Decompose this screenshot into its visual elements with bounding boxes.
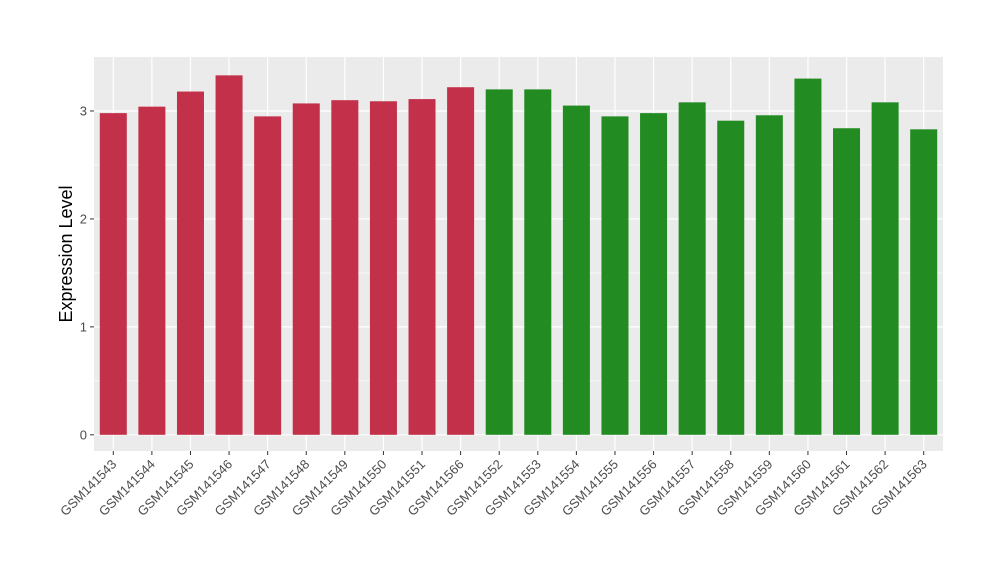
bar-GSM141550 [369, 101, 397, 435]
x-axis: GSM141543GSM141544GSM141545GSM141546GSM1… [57, 451, 930, 519]
bar-GSM141561 [833, 128, 861, 435]
bar-GSM141559 [755, 115, 783, 435]
bar-GSM141543 [99, 113, 127, 435]
y-axis: 0 1 2 3 [80, 103, 94, 442]
bar-GSM141563 [910, 129, 938, 435]
bar-GSM141549 [331, 100, 359, 435]
bar-GSM141553 [524, 89, 552, 435]
y-tick-label: 1 [80, 319, 87, 334]
bars [99, 75, 938, 435]
bar-GSM141566 [447, 87, 475, 435]
y-tick-label: 3 [80, 103, 87, 118]
bar-GSM141544 [138, 106, 166, 435]
y-tick-label: 2 [80, 211, 87, 226]
bar-GSM141562 [871, 102, 899, 435]
bar-GSM141560 [794, 78, 822, 435]
bar-GSM141555 [601, 116, 629, 435]
y-axis-title: Expression Level [56, 185, 76, 322]
bar-GSM141545 [176, 91, 204, 435]
y-tick-label: 0 [80, 427, 87, 442]
bar-GSM141548 [292, 103, 320, 435]
bar-GSM141552 [485, 89, 513, 435]
bar-GSM141557 [678, 102, 706, 435]
bar-GSM141546 [215, 75, 243, 435]
bar-GSM141558 [717, 120, 745, 435]
bar-GSM141554 [562, 105, 590, 435]
bar-GSM141547 [254, 116, 282, 435]
bar-GSM141556 [640, 113, 668, 435]
bar-GSM141551 [408, 99, 436, 435]
